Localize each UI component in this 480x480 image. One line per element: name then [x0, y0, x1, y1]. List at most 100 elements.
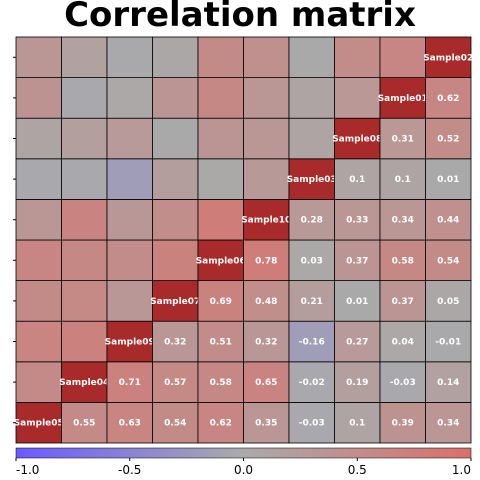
heatmap-cell	[107, 159, 153, 200]
heatmap-cell	[107, 240, 153, 281]
correlation-value: -0.03	[390, 378, 416, 388]
heatmap-cell	[153, 78, 199, 119]
correlation-value: 0.21	[301, 297, 323, 307]
correlation-value: 0.62	[210, 419, 232, 429]
sample-label: Sample03	[287, 175, 337, 185]
correlation-value: 0.54	[437, 256, 459, 266]
correlation-value: 0.05	[437, 297, 459, 307]
heatmap-cell	[62, 118, 108, 159]
sample-label: Sample07	[150, 297, 200, 307]
correlation-value: 0.1	[395, 175, 411, 185]
correlation-value: -0.03	[299, 419, 325, 429]
heatmap-cell	[16, 362, 62, 403]
correlation-value: 0.14	[437, 378, 459, 388]
heatmap-cell	[16, 281, 62, 322]
heatmap-cell	[380, 37, 426, 78]
correlation-value: 0.48	[255, 297, 277, 307]
heatmap-cell	[198, 159, 244, 200]
correlation-value: 0.71	[119, 378, 141, 388]
heatmap-cell	[62, 240, 108, 281]
heatmap-cell	[16, 321, 62, 362]
correlation-value: 0.01	[346, 297, 368, 307]
color-scale-bar	[16, 448, 471, 458]
correlation-value: 0.35	[255, 419, 277, 429]
heatmap-cell	[198, 37, 244, 78]
heatmap-cell	[289, 118, 335, 159]
heatmap-cell	[16, 118, 62, 159]
heatmap-cell	[198, 199, 244, 240]
correlation-value: 0.37	[346, 256, 368, 266]
correlation-value: 0.31	[392, 135, 414, 145]
correlation-value: 0.52	[437, 135, 459, 145]
sample-label: Sample04	[59, 378, 109, 388]
heatmap-cell	[153, 118, 199, 159]
heatmap-cell	[16, 240, 62, 281]
scale-tick-label: 0.0	[234, 463, 253, 477]
correlation-value: 0.01	[437, 175, 459, 185]
scale-tick-label: -0.5	[118, 463, 141, 477]
correlation-value: 0.58	[392, 256, 414, 266]
correlation-value: 0.03	[301, 256, 323, 266]
chart-title: Correlation matrix	[64, 0, 416, 35]
heatmap-cell	[107, 118, 153, 159]
heatmap-cell	[289, 37, 335, 78]
correlation-value: 0.55	[73, 419, 95, 429]
correlation-value: 0.19	[346, 378, 368, 388]
correlation-value: 0.58	[210, 378, 232, 388]
heatmap-cell	[153, 240, 199, 281]
correlation-value: 0.33	[346, 216, 368, 226]
heatmap-cell	[16, 37, 62, 78]
correlation-value: -0.16	[299, 338, 325, 348]
correlation-value: 0.62	[437, 94, 459, 104]
heatmap-cell	[107, 37, 153, 78]
heatmap-cell	[244, 78, 290, 119]
correlation-value: -0.01	[435, 338, 461, 348]
scale-tick-label: 1.0	[452, 463, 471, 477]
correlation-value: 0.1	[349, 419, 365, 429]
correlation-value: 0.78	[255, 256, 277, 266]
heatmap-cell	[107, 199, 153, 240]
heatmap-cell	[16, 199, 62, 240]
heatmap-cell	[107, 281, 153, 322]
correlation-value: 0.63	[119, 419, 141, 429]
heatmap-cell	[107, 78, 153, 119]
correlation-value: 0.57	[164, 378, 186, 388]
heatmap-cell	[153, 199, 199, 240]
heatmap-cell	[289, 78, 335, 119]
correlation-value: 0.65	[255, 378, 277, 388]
heatmap-cells: Sample05 0.55 0.63 0.54 0.62 0.35 -0.03 0.1 0.39…	[14, 37, 474, 443]
sample-label: Sample02	[423, 53, 473, 63]
heatmap-cell	[62, 199, 108, 240]
correlation-value: 0.37	[392, 297, 414, 307]
sample-label: Sample08	[332, 135, 382, 145]
heatmap-cell	[153, 37, 199, 78]
sample-label: Sample06	[196, 256, 246, 266]
heatmap-cell	[16, 159, 62, 200]
heatmap-cell	[198, 78, 244, 119]
correlation-value: 0.69	[210, 297, 232, 307]
heatmap-cell	[153, 159, 199, 200]
heatmap-cell	[62, 78, 108, 119]
heatmap-cell	[335, 37, 381, 78]
correlation-value: 0.1	[349, 175, 365, 185]
heatmap-cell	[62, 159, 108, 200]
heatmap-cell	[244, 118, 290, 159]
heatmap-cell	[244, 159, 290, 200]
heatmap-cell	[335, 78, 381, 119]
scale-tick-label: -1.0	[16, 463, 39, 477]
correlation-value: 0.27	[346, 338, 368, 348]
heatmap-cell	[62, 321, 108, 362]
sample-label: Sample01	[378, 94, 428, 104]
correlation-value: 0.54	[164, 419, 186, 429]
correlation-value: 0.28	[301, 216, 323, 226]
correlation-value: 0.34	[437, 419, 459, 429]
heatmap-cell	[62, 37, 108, 78]
correlation-value: 0.34	[392, 216, 414, 226]
heatmap-cell	[16, 78, 62, 119]
correlation-value: 0.04	[392, 338, 414, 348]
correlation-value: 0.44	[437, 216, 459, 226]
correlation-value: 0.32	[255, 338, 277, 348]
color-scale: -1.0 -0.5 0.0 0.5 1.0	[16, 448, 471, 477]
sample-label: Sample09	[105, 338, 155, 348]
